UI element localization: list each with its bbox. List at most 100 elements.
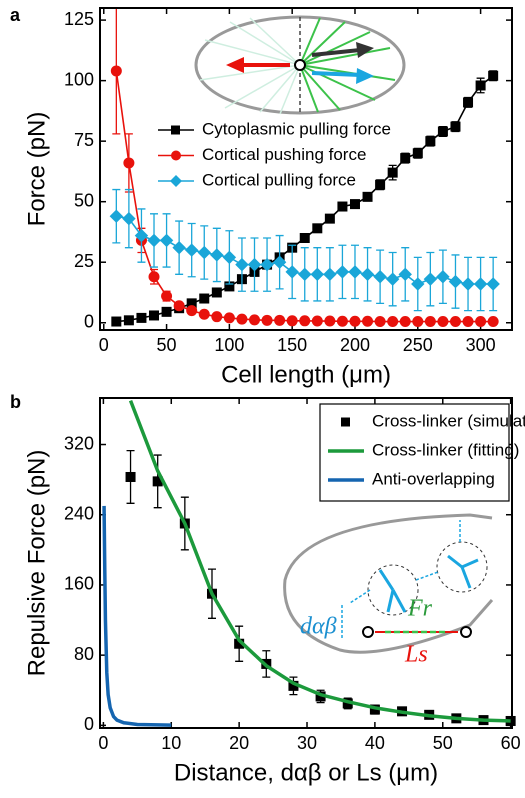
marker <box>223 312 235 324</box>
marker <box>336 315 348 327</box>
y-tick-label: 160 <box>64 574 94 594</box>
annotation: dαβ <box>300 614 337 640</box>
marker <box>136 312 147 323</box>
marker <box>374 316 386 328</box>
marker <box>260 257 274 272</box>
marker <box>286 315 298 327</box>
marker <box>461 277 475 291</box>
marker <box>475 80 486 91</box>
marker <box>450 121 461 132</box>
marker <box>134 228 149 243</box>
marker <box>122 211 136 226</box>
y-tick-label: 320 <box>64 433 94 453</box>
marker <box>272 255 287 269</box>
marker <box>148 271 160 283</box>
marker <box>172 240 186 255</box>
marker <box>375 179 386 190</box>
marker <box>147 233 161 248</box>
marker <box>373 270 387 284</box>
x-tick-label: 0 <box>98 733 108 753</box>
marker <box>186 305 198 317</box>
series-line <box>128 400 511 723</box>
legend-marker <box>171 125 180 135</box>
marker <box>362 315 374 327</box>
marker <box>412 148 423 159</box>
marker <box>299 315 311 327</box>
marker <box>235 257 249 272</box>
marker <box>387 316 399 328</box>
legend-label: Cross-linker (simulation) <box>372 411 525 430</box>
marker <box>210 248 224 262</box>
panel-label: b <box>10 392 21 412</box>
marker <box>487 316 499 328</box>
x-tick-label: 50 <box>433 733 453 753</box>
x-tick-label: 40 <box>365 733 385 753</box>
x-tick-label: 200 <box>340 335 370 355</box>
legend-label: Cortical pushing force <box>202 145 366 164</box>
x-tick-label: 150 <box>277 335 307 355</box>
y-tick-label: 75 <box>74 130 94 150</box>
marker <box>173 300 185 312</box>
marker <box>159 233 174 248</box>
marker <box>385 272 400 286</box>
marker <box>475 316 487 328</box>
marker <box>123 157 135 169</box>
marker <box>236 313 248 325</box>
marker <box>274 314 286 326</box>
marker <box>261 314 273 326</box>
marker <box>448 274 463 289</box>
marker <box>398 267 412 282</box>
marker <box>197 245 211 260</box>
x-tick-label: 250 <box>403 335 433 355</box>
marker <box>211 287 222 298</box>
marker <box>399 316 411 328</box>
marker <box>400 153 411 164</box>
y-tick-label: 0 <box>84 714 94 734</box>
x-tick-label: 300 <box>466 335 496 355</box>
marker <box>198 308 210 320</box>
y-tick-label: 125 <box>64 9 94 29</box>
x-tick-label: 10 <box>161 733 181 753</box>
legend-label: Cytoplasmic pulling force <box>202 119 391 138</box>
marker <box>285 265 299 279</box>
y-axis-title: Repulsive Force (pN) <box>23 450 50 677</box>
y-axis-title: Force (pN) <box>23 112 50 227</box>
marker <box>123 315 134 326</box>
y-tick-label: 100 <box>64 69 94 89</box>
marker <box>149 310 160 321</box>
marker <box>125 471 136 482</box>
marker <box>222 250 237 265</box>
marker <box>412 316 424 328</box>
x-tick-label: 50 <box>157 335 177 355</box>
marker <box>161 306 172 317</box>
x-tick-label: 100 <box>214 335 244 355</box>
legend-label: Cross-linker (fitting) <box>372 440 519 459</box>
y-tick-label: 0 <box>84 311 94 331</box>
marker <box>324 213 335 224</box>
marker <box>436 270 450 284</box>
marker <box>310 267 325 282</box>
marker <box>161 290 173 302</box>
cell-diagram <box>194 15 406 115</box>
x-tick-label: 30 <box>297 733 317 753</box>
y-tick-label: 50 <box>74 190 94 210</box>
marker <box>348 265 362 279</box>
marker <box>312 223 323 234</box>
x-axis-title: Cell length (μm) <box>221 361 391 388</box>
spindle-diagram <box>283 513 494 654</box>
marker <box>462 316 474 328</box>
marker <box>437 316 449 328</box>
marker <box>473 277 488 291</box>
marker <box>362 191 373 202</box>
marker <box>488 70 499 81</box>
marker <box>360 267 375 282</box>
marker <box>311 315 323 327</box>
plot-frame <box>99 7 513 331</box>
marker <box>247 257 262 272</box>
x-tick-label: 0 <box>99 335 109 355</box>
marker <box>110 65 122 77</box>
x-tick-label: 20 <box>229 733 249 753</box>
legend-label: Cortical pulling force <box>202 170 356 189</box>
x-tick-label: 60 <box>501 733 521 753</box>
